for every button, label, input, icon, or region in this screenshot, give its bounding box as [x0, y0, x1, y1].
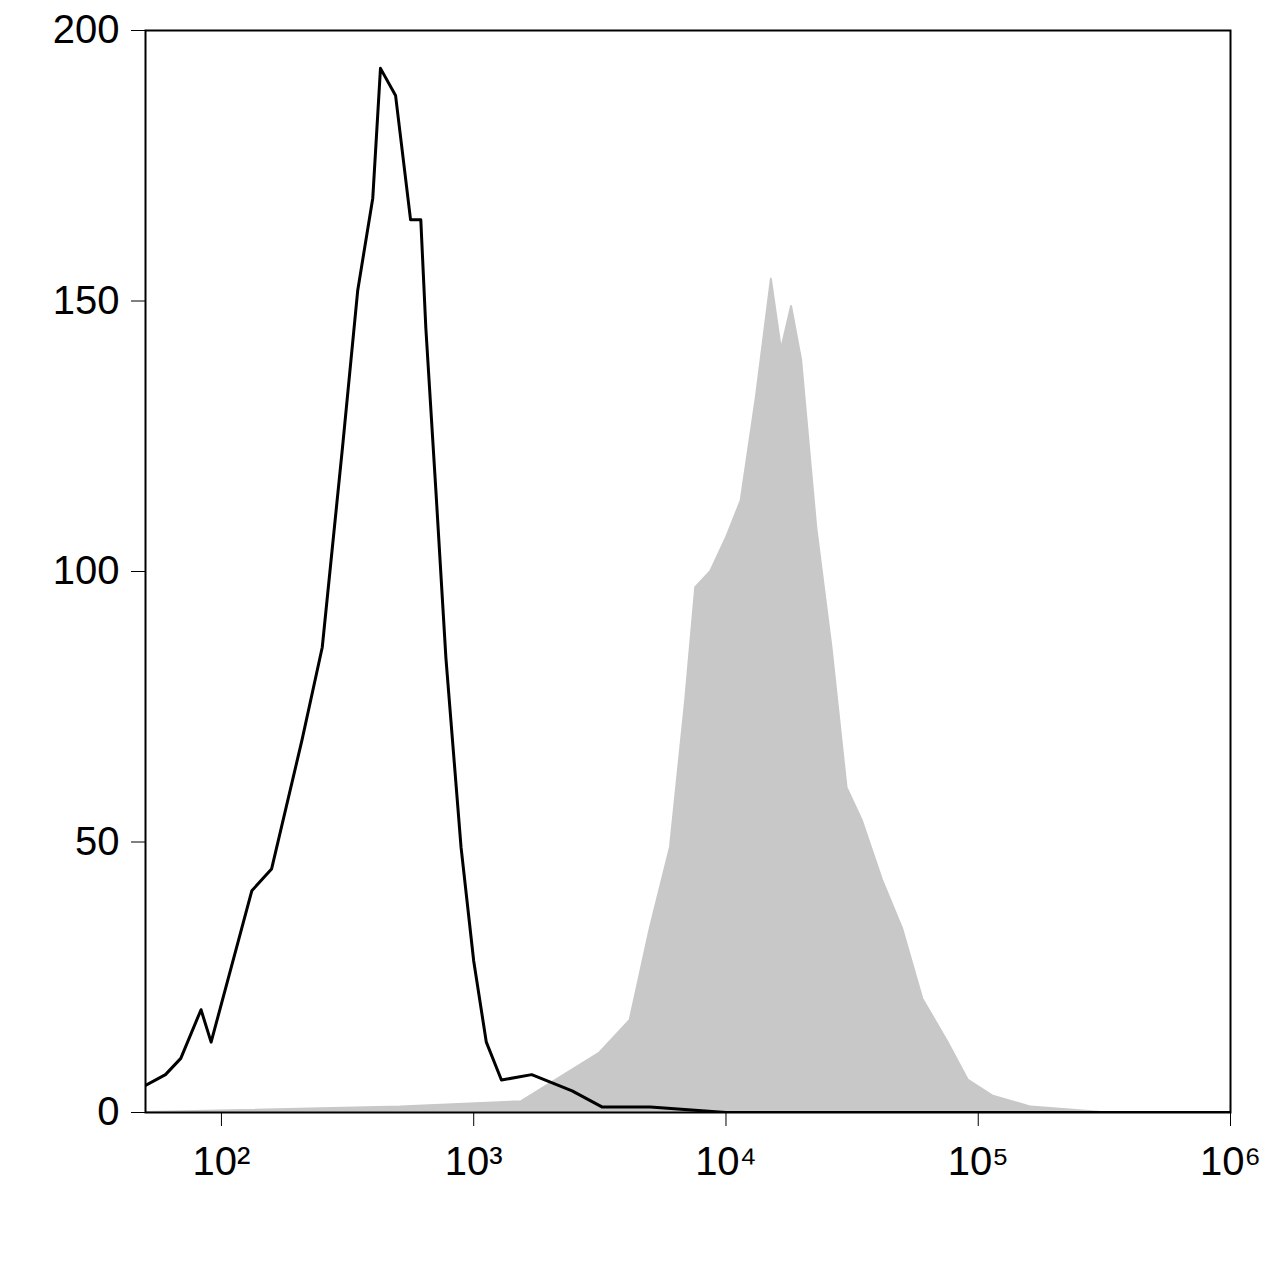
svg-text:10⁴: 10⁴ [695, 1139, 757, 1183]
svg-text:10⁶: 10⁶ [1200, 1139, 1261, 1183]
svg-text:10⁵: 10⁵ [948, 1139, 1009, 1183]
svg-text:50: 50 [75, 819, 120, 863]
svg-text:150: 150 [53, 278, 120, 322]
svg-text:10³: 10³ [445, 1139, 503, 1183]
svg-text:200: 200 [53, 7, 120, 51]
svg-text:100: 100 [53, 548, 120, 592]
svg-text:0: 0 [97, 1089, 119, 1133]
svg-text:10²: 10² [193, 1139, 251, 1183]
